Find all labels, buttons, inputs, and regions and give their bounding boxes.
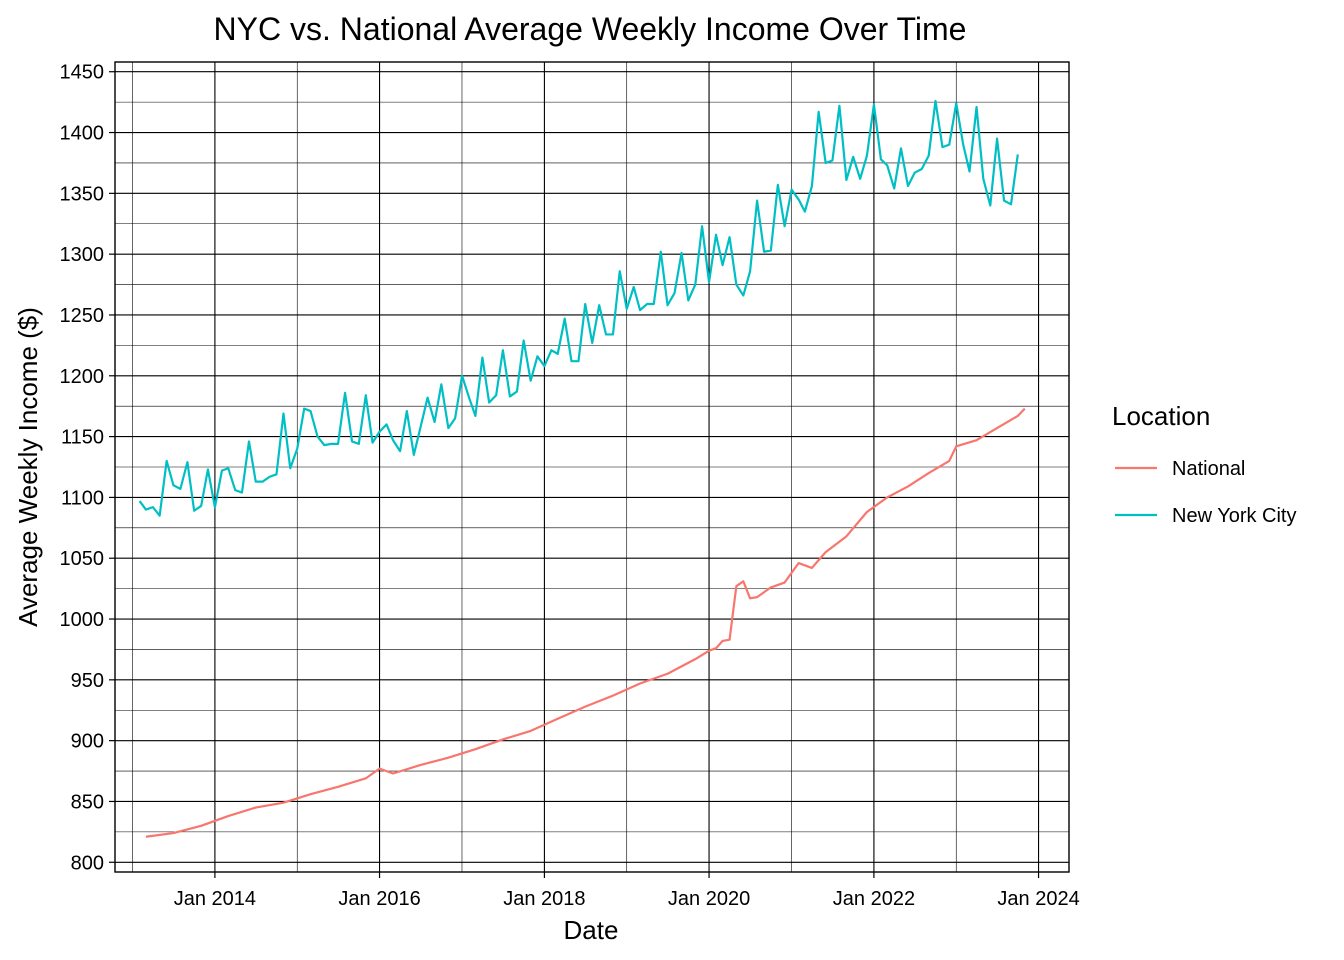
y-tick-label: 1450 [60, 62, 105, 84]
series-lines [138, 99, 1026, 838]
legend-title: Location [1112, 401, 1210, 431]
y-tick-label: 800 [71, 852, 104, 874]
y-tick-label: 1350 [60, 183, 105, 205]
x-tick-label: Jan 2018 [503, 888, 585, 910]
y-tick-label: 900 [71, 731, 104, 753]
x-axis-ticks: Jan 2014 Jan 2016 Jan 2018 Jan 2020 Jan 2022… [174, 872, 1080, 910]
x-tick-label: Jan 2022 [833, 888, 915, 910]
y-tick-label: 1150 [61, 427, 104, 449]
x-tick-label: Jan 2014 [174, 888, 256, 910]
legend: Location National New York City [1112, 401, 1297, 527]
chart-title: NYC vs. National Average Weekly Income O… [214, 11, 967, 47]
x-tick-label: Jan 2024 [997, 888, 1079, 910]
x-tick-label: Jan 2016 [338, 888, 420, 910]
y-tick-label: 1300 [60, 244, 105, 266]
y-axis-title: Average Weekly Income ($) [13, 307, 43, 627]
legend-label: New York City [1172, 505, 1297, 527]
y-tick-label: 950 [71, 670, 104, 692]
x-tick-label: Jan 2020 [668, 888, 750, 910]
series-line-national [145, 407, 1026, 838]
y-tick-label: 850 [71, 791, 104, 813]
y-tick-label: 1200 [60, 366, 105, 388]
y-tick-label: 1100 [61, 487, 104, 509]
y-tick-label: 1400 [60, 123, 105, 145]
y-tick-label: 1000 [60, 609, 105, 631]
legend-items: National New York City [1115, 458, 1297, 527]
y-tick-label: 1050 [60, 548, 105, 570]
plot-border [114, 61, 1070, 873]
x-axis-title: Date [564, 915, 619, 945]
y-tick-label: 1250 [60, 305, 105, 327]
series-line-new-york-city [138, 99, 1019, 517]
legend-label: National [1172, 458, 1245, 480]
y-axis-ticks: 800 850 900 950 1000 1050 1100 1150 1200 1250 1300… [60, 62, 115, 874]
grid-lines [115, 62, 1069, 872]
